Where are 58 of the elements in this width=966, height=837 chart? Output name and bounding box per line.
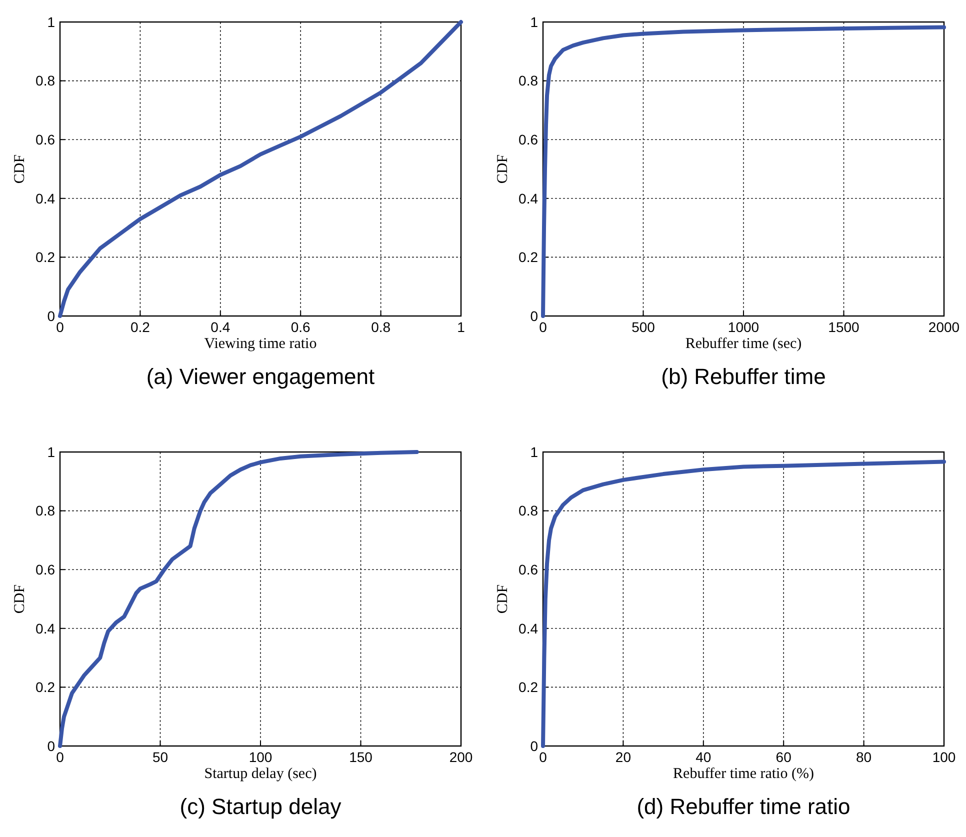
y-tick-label: 0.4 <box>518 620 538 636</box>
y-axis-title: CDF <box>495 154 511 184</box>
x-tick-label: 0.8 <box>371 319 391 335</box>
x-tick-label: 1500 <box>828 319 860 335</box>
y-tick-label: 0.6 <box>518 132 538 148</box>
y-tick-label: 0.6 <box>518 562 538 578</box>
y-tick-label: 0 <box>530 738 538 754</box>
x-axis-title: Rebuffer time ratio (%) <box>673 766 814 782</box>
x-tick-label: 1000 <box>728 319 760 335</box>
y-tick-label: 0.8 <box>518 72 538 89</box>
x-tick-label: 500 <box>632 319 656 335</box>
x-tick-label: 100 <box>248 749 272 765</box>
y-tick-label: 0.4 <box>36 190 56 206</box>
y-tick-label: 0.2 <box>518 679 538 696</box>
x-tick-label: 2000 <box>928 319 960 335</box>
y-tick-label: 0.2 <box>36 679 56 696</box>
y-tick-label: 0.4 <box>36 620 56 636</box>
x-tick-label: 200 <box>449 749 473 765</box>
x-tick-label: 60 <box>776 749 792 765</box>
x-tick-label: 20 <box>615 749 632 765</box>
line-series <box>58 450 419 748</box>
y-tick-label: 0.6 <box>36 562 56 578</box>
y-axis-title: CDF <box>495 584 511 614</box>
y-tick-label: 1 <box>530 14 538 30</box>
y-axis-title: CDF <box>12 584 28 614</box>
x-axis-title: Viewing time ratio <box>204 336 317 352</box>
line-series <box>541 460 946 748</box>
x-tick-label: 0.6 <box>290 319 311 335</box>
x-tick-label: 0.4 <box>210 319 230 335</box>
y-tick-label: 0 <box>47 738 56 754</box>
text: (a) Viewer engagement <box>146 364 375 389</box>
x-tick-label: 0.2 <box>130 319 150 335</box>
text: (b) Rebuffer time <box>661 364 826 389</box>
x-axis-title: Rebuffer time (sec) <box>685 336 802 352</box>
y-tick-label: 0.2 <box>518 249 538 266</box>
x-tick-label: 50 <box>152 749 168 765</box>
y-tick-label: 0.8 <box>518 502 538 519</box>
x-tick-label: 1 <box>457 319 466 335</box>
y-tick-label: 1 <box>47 444 56 460</box>
y-tick-label: 0.2 <box>36 249 56 266</box>
x-tick-label: 150 <box>349 749 373 765</box>
text: (c) Startup delay <box>180 794 342 819</box>
y-tick-label: 0.6 <box>36 132 56 148</box>
line-series <box>541 25 946 318</box>
y-tick-label: 0.4 <box>518 190 538 206</box>
y-tick-label: 0 <box>47 308 56 324</box>
y-tick-label: 1 <box>530 444 538 460</box>
y-tick-label: 0.8 <box>36 502 56 519</box>
y-tick-label: 0.8 <box>36 72 56 89</box>
x-axis-title: Startup delay (sec) <box>204 766 317 782</box>
y-axis-title: CDF <box>12 154 28 184</box>
x-tick-label: 80 <box>856 749 872 765</box>
y-tick-label: 1 <box>47 14 56 30</box>
text: (d) Rebuffer time ratio <box>636 794 850 819</box>
x-tick-label: 100 <box>932 749 956 765</box>
line-series <box>58 20 463 318</box>
y-tick-label: 0 <box>530 308 538 324</box>
x-tick-label: 40 <box>696 749 712 765</box>
